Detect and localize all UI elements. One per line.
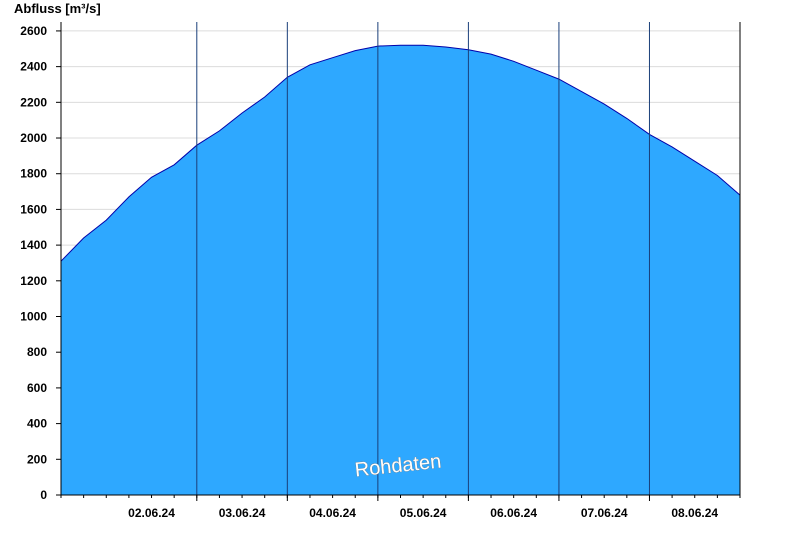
y-tick-label: 1400 xyxy=(20,238,47,252)
x-tick-label: 06.06.24 xyxy=(490,506,537,520)
y-tick-label: 0 xyxy=(40,488,47,502)
y-tick-label: 800 xyxy=(27,345,47,359)
y-tick-label: 2000 xyxy=(20,131,47,145)
x-tick-label: 04.06.24 xyxy=(309,506,356,520)
y-tick-label: 2600 xyxy=(20,24,47,38)
y-tick-label: 1200 xyxy=(20,274,47,288)
y-tick-label: 600 xyxy=(27,381,47,395)
discharge-line xyxy=(60,44,741,262)
y-tick-label: 2200 xyxy=(20,95,47,109)
x-tick-label: 08.06.24 xyxy=(671,506,718,520)
y-tick-label: 200 xyxy=(27,452,47,466)
x-tick-label: 05.06.24 xyxy=(400,506,447,520)
y-tick-label: 1000 xyxy=(20,310,47,324)
y-tick-label: 400 xyxy=(27,417,47,431)
y-tick-label: 1800 xyxy=(20,167,47,181)
y-axis-label: Abfluss [m³/s] xyxy=(14,1,101,16)
x-tick-label: 07.06.24 xyxy=(581,506,628,520)
discharge-area xyxy=(61,45,740,495)
y-tick-label: 2400 xyxy=(20,60,47,74)
y-tick-label: 1600 xyxy=(20,202,47,216)
x-tick-label: 03.06.24 xyxy=(219,506,266,520)
x-tick-label: 02.06.24 xyxy=(128,506,175,520)
